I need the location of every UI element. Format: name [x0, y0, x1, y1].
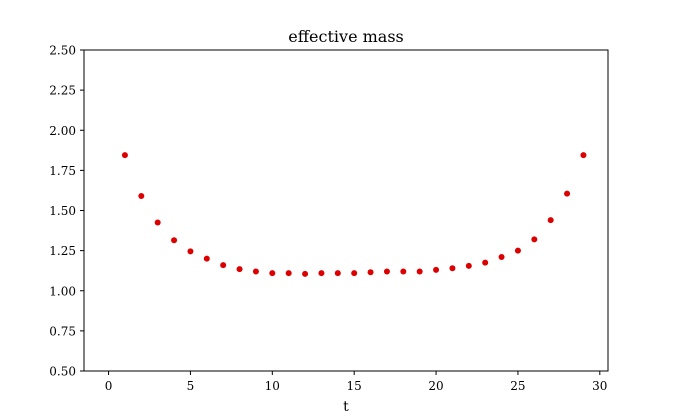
x-tick-label: 5: [187, 379, 195, 393]
x-tick-label: 10: [265, 379, 280, 393]
data-point: [465, 262, 472, 269]
data-point: [302, 270, 309, 277]
y-axis: 0.50 0.75 1.00 1.25 1.50 1.75 2.00 2.25 2.50: [49, 44, 84, 379]
y-tick-label: 0.75: [49, 324, 76, 338]
data-point: [416, 268, 423, 275]
data-point: [236, 266, 243, 273]
data-point: [121, 152, 128, 159]
data-point: [433, 266, 440, 273]
data-point: [187, 248, 194, 255]
x-tick-label: 20: [428, 379, 443, 393]
y-tick-label: 2.25: [49, 84, 76, 98]
chart-title: effective mass: [288, 27, 404, 46]
data-points: [121, 152, 587, 277]
x-tick-label: 0: [105, 379, 113, 393]
data-point: [138, 193, 145, 200]
y-tick-label: 1.50: [49, 204, 76, 218]
data-point: [318, 270, 325, 277]
data-point: [564, 190, 571, 197]
data-point: [154, 219, 161, 226]
data-point: [449, 265, 456, 272]
data-point: [367, 269, 374, 276]
y-tick-label: 1.25: [49, 244, 76, 258]
data-point: [220, 262, 227, 269]
plot-frame: [83, 49, 609, 372]
data-point: [383, 268, 390, 275]
x-axis: 0 5 10 15 20 25 30: [105, 371, 607, 393]
data-point: [269, 270, 276, 277]
x-tick-label: 15: [347, 379, 362, 393]
x-tick-label: 30: [592, 379, 607, 393]
data-point: [547, 217, 554, 224]
y-tick-label: 2.00: [49, 124, 76, 138]
data-point: [482, 259, 489, 266]
y-tick-label: 2.50: [49, 44, 76, 58]
data-point: [334, 270, 341, 277]
data-point: [171, 237, 178, 244]
y-tick-label: 1.00: [49, 284, 76, 298]
data-point: [580, 152, 587, 159]
data-point: [252, 268, 259, 275]
data-point: [285, 270, 292, 277]
data-point: [203, 255, 210, 262]
data-point: [351, 270, 358, 277]
data-point: [531, 236, 538, 243]
data-point: [498, 254, 505, 261]
y-tick-label: 0.50: [49, 365, 76, 379]
y-tick-label: 1.75: [49, 164, 76, 178]
x-tick-label: 25: [510, 379, 525, 393]
x-axis-title: t: [343, 399, 349, 415]
data-point: [400, 268, 407, 275]
data-point: [514, 247, 521, 254]
